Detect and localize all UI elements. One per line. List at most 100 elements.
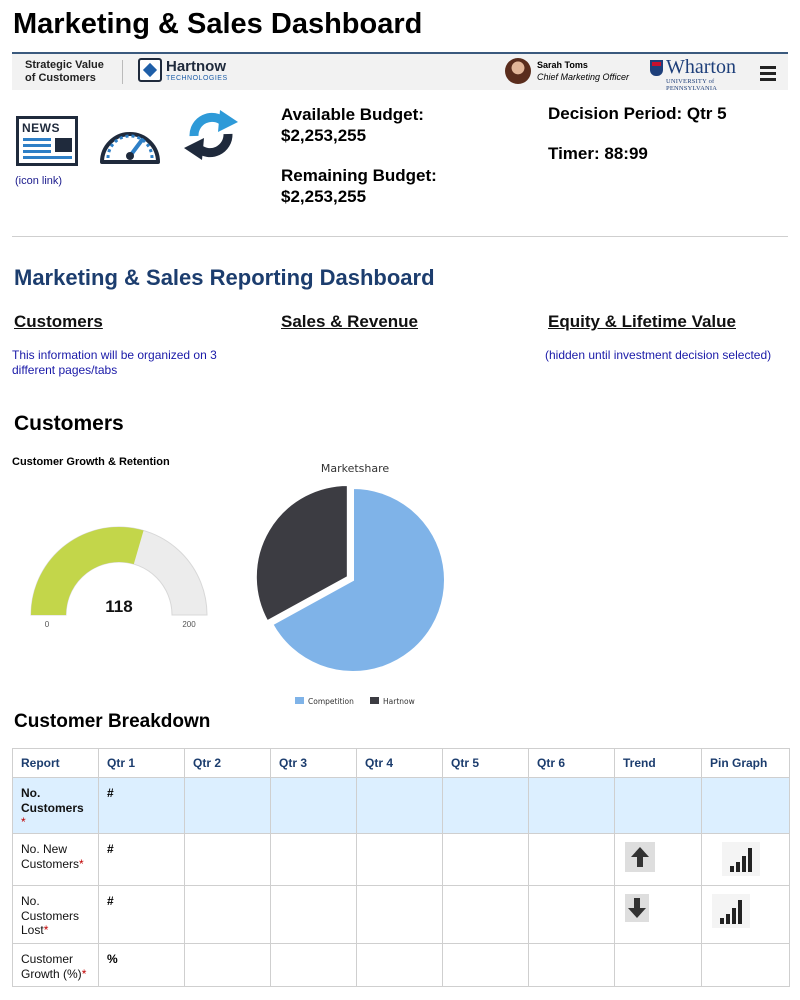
legend-swatch-hartnow — [370, 697, 379, 704]
icon-link[interactable]: (icon link) — [15, 175, 63, 187]
available-budget: Available Budget: $2,253,255 — [281, 104, 424, 146]
table-cell — [528, 833, 615, 886]
down-arrow-icon[interactable] — [625, 894, 649, 922]
divider — [12, 236, 788, 237]
table-cell — [270, 885, 357, 944]
decision-period: Decision Period: Qtr 5 — [548, 104, 727, 123]
university-name: Wharton — [666, 56, 736, 78]
row-label: No. Customers Lost — [21, 894, 80, 937]
bar-graph-icon[interactable] — [722, 842, 760, 876]
table-cell — [442, 777, 529, 834]
column-header: Pin Graph — [701, 748, 790, 778]
cell-value: # — [107, 842, 114, 856]
cell-value: # — [107, 894, 114, 908]
table-cell: # — [98, 777, 185, 834]
pie-slice-hartnow — [254, 483, 349, 623]
table-cell — [356, 885, 443, 944]
tabs-note: This information will be organized on 3 … — [12, 348, 217, 377]
customer-growth-label: Customer Growth & Retention — [12, 456, 170, 468]
legend-swatch-competition — [295, 697, 304, 704]
customer-growth-gauge: 118 0 200 — [30, 526, 208, 629]
strategic-line-2: of Customers — [25, 72, 96, 84]
gauge-value-label: 118 — [105, 597, 132, 616]
table-cell — [614, 885, 702, 944]
page-title: Marketing & Sales Dashboard — [13, 8, 423, 40]
table-header-row: Report Qtr 1 Qtr 2 Qtr 3 Qtr 4 Qtr 5 Qtr… — [12, 748, 790, 778]
table-cell — [442, 885, 529, 944]
wharton-shield-icon — [650, 60, 663, 76]
customers-heading: Customers — [14, 412, 124, 435]
table-cell: % — [98, 943, 185, 987]
table-cell — [270, 943, 357, 987]
table-cell: # — [98, 833, 185, 886]
tab-customers[interactable]: Customers — [14, 312, 103, 331]
marketshare-pie-chart: Marketshare Competition Hartnow — [254, 462, 446, 706]
equity-note: (hidden until investment decision select… — [545, 348, 772, 362]
asterisk: * — [21, 815, 26, 829]
table-cell — [528, 943, 615, 987]
column-header: Qtr 3 — [270, 748, 357, 778]
university-subtitle: UNIVERSITY of PENNSYLVANIA — [666, 78, 718, 92]
table-row: No. Customers Lost* # — [12, 885, 790, 944]
pie-slice-competition — [271, 486, 446, 673]
table-cell — [614, 943, 702, 987]
table-cell — [701, 777, 790, 834]
user-role: Chief Marketing Officer — [537, 72, 630, 82]
available-budget-label: Available Budget: — [281, 105, 424, 124]
refresh-icon[interactable] — [180, 106, 242, 164]
column-header: Qtr 4 — [356, 748, 443, 778]
table-cell — [614, 833, 702, 886]
tab-equity-lifetime-value[interactable]: Equity & Lifetime Value — [548, 312, 736, 331]
column-header: Qtr 6 — [528, 748, 615, 778]
timer: Timer: 88:99 — [548, 144, 648, 163]
table-row: No. New Customers* # — [12, 833, 790, 886]
legend-label-competition: Competition — [308, 697, 354, 706]
news-label: NEWS — [22, 121, 60, 135]
gauge-max-label: 200 — [182, 620, 196, 629]
row-label: No. New Customers — [21, 842, 80, 871]
gauge-fill — [31, 527, 144, 615]
table-cell — [184, 943, 271, 987]
wharton-logo: Wharton UNIVERSITY of PENNSYLVANIA — [650, 56, 750, 92]
table-cell — [614, 777, 702, 834]
bar-graph-icon[interactable] — [712, 894, 750, 928]
column-header: Report — [12, 748, 99, 778]
row-label: No. Customers — [21, 786, 84, 815]
news-icon[interactable]: NEWS — [16, 116, 78, 166]
avatar[interactable] — [505, 58, 531, 84]
company-name: Hartnow — [166, 58, 226, 75]
top-bar: Strategic Value of Customers Hartnow TEC… — [12, 52, 788, 92]
asterisk: * — [81, 966, 87, 981]
strategic-line-1: Strategic Value — [25, 59, 104, 71]
table-cell — [270, 777, 357, 834]
table-cell — [701, 833, 790, 886]
table-row: No. Customers * # — [12, 777, 790, 834]
table-cell — [356, 777, 443, 834]
up-arrow-icon[interactable] — [625, 842, 655, 872]
pie-title: Marketshare — [321, 462, 390, 475]
table-cell — [184, 777, 271, 834]
report-title: Marketing & Sales Reporting Dashboard — [14, 265, 435, 290]
gauge-icon[interactable] — [96, 122, 164, 166]
column-header: Qtr 2 — [184, 748, 271, 778]
customer-breakdown-table: Report Qtr 1 Qtr 2 Qtr 3 Qtr 4 Qtr 5 Qtr… — [12, 748, 790, 987]
table-cell — [270, 833, 357, 886]
available-budget-value: $2,253,255 — [281, 126, 367, 145]
row-label-cell: No. Customers Lost* — [12, 885, 99, 944]
remaining-budget-label: Remaining Budget: — [281, 166, 437, 185]
cell-value: # — [107, 786, 114, 800]
hartnow-logo[interactable]: Hartnow TECHNOLOGIES — [138, 58, 228, 86]
user-name: Sarah Toms — [537, 60, 588, 70]
table-cell — [184, 885, 271, 944]
row-label: Customer Growth (%) — [21, 952, 82, 981]
tab-sales-revenue[interactable]: Sales & Revenue — [281, 312, 419, 331]
remaining-budget: Remaining Budget: $2,253,255 — [281, 165, 437, 207]
cell-value: % — [107, 952, 118, 966]
company-subtitle: TECHNOLOGIES — [166, 75, 228, 82]
column-header: Trend — [614, 748, 702, 778]
divider — [122, 60, 123, 84]
table-cell — [528, 777, 615, 834]
table-cell — [184, 833, 271, 886]
customer-breakdown-heading: Customer Breakdown — [14, 711, 211, 732]
hamburger-menu-icon[interactable] — [760, 66, 776, 82]
